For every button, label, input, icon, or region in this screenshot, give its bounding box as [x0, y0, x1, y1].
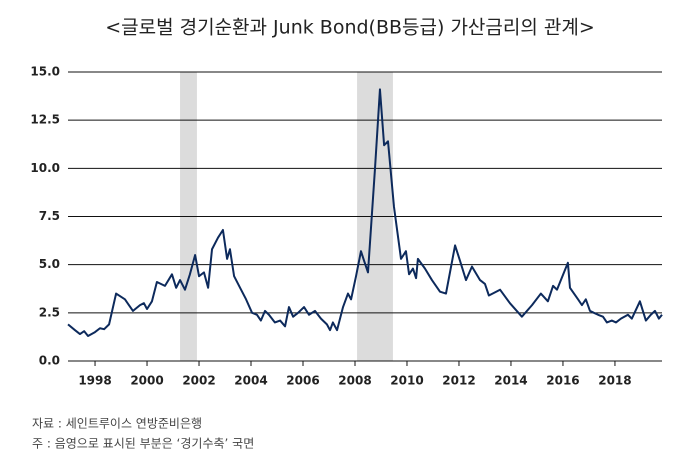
chart-title: <글로벌 경기순환과 Junk Bond(BB등급) 가산금리의 관계>: [105, 17, 595, 39]
x-tick-label: 2000: [130, 374, 163, 388]
footnote: 주 : 음영으로 표시된 부분은 ‘경기수축’ 국면: [32, 437, 254, 451]
x-tick-label: 2010: [390, 374, 423, 388]
y-tick-label: 12.5: [30, 113, 60, 127]
x-tick-label: 2012: [442, 374, 475, 388]
y-tick-label: 5.0: [39, 257, 60, 271]
x-tick-label: 2006: [286, 374, 319, 388]
source-note: 자료 : 세인트루이스 연방준비은행: [32, 416, 202, 431]
y-tick-label: 0.0: [39, 354, 60, 368]
series-line: [67, 88, 663, 337]
x-tick-label: 2016: [546, 374, 579, 388]
x-tick-label: 1998: [78, 374, 111, 388]
x-tick-label: 2008: [338, 374, 371, 388]
x-tick-label: 2004: [234, 374, 267, 388]
y-tick-label: 7.5: [39, 209, 60, 223]
y-tick-label: 10.0: [30, 161, 60, 175]
y-tick-label: 15.0: [30, 65, 60, 79]
x-tick-label: 2002: [182, 374, 215, 388]
x-tick-label: 2014: [494, 374, 527, 388]
y-tick-label: 2.5: [39, 305, 60, 319]
x-tick-label: 2018: [598, 374, 631, 388]
